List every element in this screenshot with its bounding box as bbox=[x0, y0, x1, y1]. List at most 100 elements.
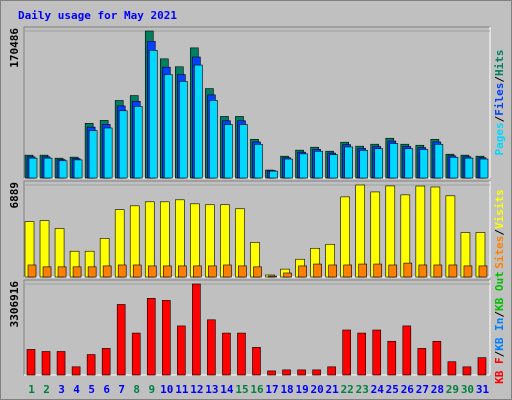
x-tick-label: 22 bbox=[341, 383, 354, 396]
bar bbox=[402, 325, 412, 376]
legend-entry: KB F bbox=[493, 357, 506, 384]
bar bbox=[175, 199, 185, 278]
bar bbox=[194, 64, 203, 179]
bar bbox=[448, 264, 458, 278]
bar bbox=[373, 263, 383, 278]
bar bbox=[179, 81, 188, 179]
x-tick-label: 3 bbox=[58, 383, 65, 396]
x-tick-label: 18 bbox=[280, 383, 293, 396]
bar bbox=[133, 106, 143, 179]
legend-entry: Hits bbox=[493, 50, 506, 77]
legend: KB F/KB In/KB Out bbox=[493, 271, 506, 384]
x-tick-label: 4 bbox=[73, 383, 80, 396]
x-tick-label: 8 bbox=[133, 383, 140, 396]
bar bbox=[209, 100, 218, 179]
bar bbox=[238, 265, 247, 278]
bar bbox=[147, 265, 157, 278]
x-tick-label: 26 bbox=[401, 383, 415, 396]
bar bbox=[207, 319, 216, 376]
legend: Pages/Files/Hits bbox=[493, 50, 506, 156]
bar bbox=[328, 264, 337, 278]
x-tick-label: 13 bbox=[205, 383, 218, 396]
bar bbox=[58, 160, 68, 179]
bar bbox=[163, 74, 173, 179]
bar bbox=[357, 332, 367, 376]
bar bbox=[116, 304, 126, 376]
bar bbox=[463, 265, 473, 278]
x-tick-label: 5 bbox=[88, 383, 95, 396]
bar bbox=[284, 158, 293, 179]
bar bbox=[312, 369, 321, 376]
x-tick-label: 9 bbox=[148, 383, 155, 396]
bar bbox=[222, 332, 231, 376]
legend-entry: Files bbox=[493, 83, 506, 116]
x-tick-label: 24 bbox=[371, 383, 385, 396]
legend-separator: / bbox=[493, 76, 506, 83]
bar bbox=[419, 149, 429, 179]
bar bbox=[86, 354, 96, 376]
bar bbox=[224, 124, 233, 179]
bar bbox=[479, 158, 489, 179]
bar bbox=[148, 50, 158, 179]
legend-separator: / bbox=[493, 311, 506, 318]
bar bbox=[359, 150, 369, 179]
bar bbox=[298, 265, 307, 278]
bar bbox=[132, 264, 142, 278]
bar bbox=[462, 366, 472, 376]
legend-entry: Visits bbox=[493, 189, 506, 229]
bar bbox=[372, 329, 382, 376]
bar bbox=[117, 264, 127, 278]
x-tick-label: 6 bbox=[103, 383, 110, 396]
bar bbox=[43, 157, 53, 179]
bar bbox=[430, 186, 441, 278]
bar bbox=[131, 332, 141, 376]
bar bbox=[389, 143, 399, 179]
bar bbox=[464, 157, 474, 179]
x-tick-label: 30 bbox=[461, 383, 474, 396]
x-tick-label: 7 bbox=[118, 383, 125, 396]
bar bbox=[192, 283, 201, 376]
bar bbox=[283, 272, 292, 278]
bar bbox=[27, 264, 37, 278]
bar bbox=[415, 185, 426, 278]
bar bbox=[253, 266, 262, 278]
x-tick-label: 15 bbox=[235, 383, 248, 396]
bar bbox=[385, 185, 396, 278]
bar bbox=[434, 144, 444, 179]
bar bbox=[313, 263, 322, 278]
bar bbox=[101, 348, 111, 376]
bar bbox=[282, 369, 291, 376]
legend-entry: KB In bbox=[493, 318, 506, 351]
bar bbox=[42, 266, 52, 278]
bar bbox=[193, 265, 202, 278]
bar bbox=[314, 150, 323, 179]
bar bbox=[299, 153, 308, 179]
bar bbox=[146, 298, 156, 376]
x-tick-label: 25 bbox=[386, 383, 399, 396]
bar bbox=[268, 275, 277, 278]
bar bbox=[254, 144, 263, 179]
bar bbox=[374, 148, 384, 179]
bar bbox=[478, 265, 488, 278]
bar bbox=[343, 264, 352, 278]
bar bbox=[269, 170, 278, 179]
bar bbox=[355, 184, 366, 278]
bar bbox=[102, 265, 112, 278]
bar bbox=[208, 265, 217, 278]
legend-separator: / bbox=[493, 350, 506, 357]
bar bbox=[103, 127, 113, 179]
bar bbox=[329, 154, 338, 179]
x-tick-label: 12 bbox=[190, 383, 203, 396]
bar bbox=[433, 264, 443, 278]
x-tick-label: 10 bbox=[160, 383, 173, 396]
legend-entry: Sites bbox=[493, 236, 506, 269]
x-tick-label: 23 bbox=[356, 383, 369, 396]
legend: Sites/Visits bbox=[493, 189, 506, 269]
bar bbox=[177, 325, 186, 376]
bar bbox=[239, 124, 248, 179]
bar bbox=[477, 357, 487, 376]
bar bbox=[41, 351, 51, 376]
x-tick-label: 20 bbox=[311, 383, 324, 396]
bar bbox=[178, 265, 187, 278]
y-tick-label: 3306916 bbox=[8, 281, 21, 328]
